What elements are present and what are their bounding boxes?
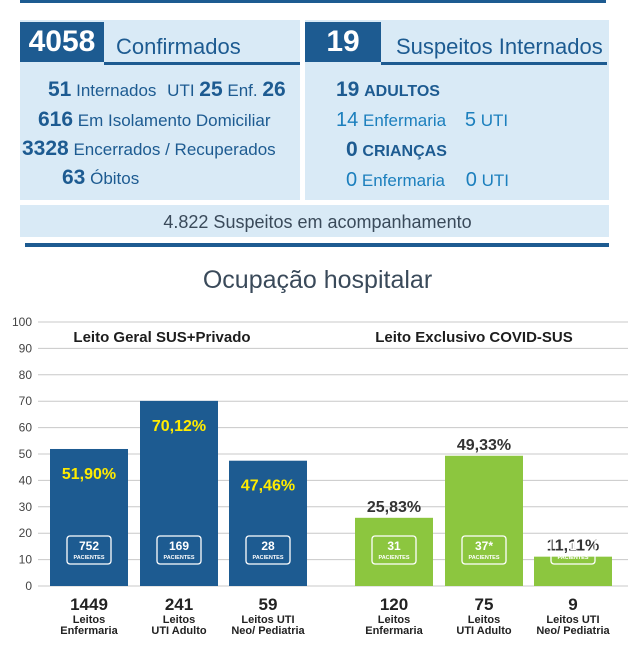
y-tick-label: 30: [19, 500, 33, 514]
patients-label: PACIENTES: [378, 555, 409, 561]
bar-value-label: 25,83%: [367, 499, 421, 516]
suspects-underline: [381, 62, 607, 65]
beds-count: 75: [475, 595, 494, 614]
suspects-count: 19: [305, 22, 381, 62]
chart-title: Ocupação hospitalar: [202, 266, 433, 294]
y-tick-label: 70: [19, 394, 33, 408]
patients-badge: [550, 535, 596, 565]
patients-label: PACIENTES: [163, 555, 194, 561]
bar: [140, 400, 218, 586]
x-category-label: Neo/ Pediatria: [231, 625, 305, 637]
child-beds-row: 0 Enfermaria 0 UTI: [346, 169, 509, 191]
patients-count: 169: [169, 539, 189, 553]
patients-badge: [66, 535, 112, 565]
group-title: Leito Geral SUS+Privado: [73, 329, 250, 346]
confirmed-underline: [104, 62, 300, 65]
patients-count: 28: [261, 539, 275, 553]
occupancy-chart: 0 10 20 30 40 50 60 70 80 90 100 Leito Geral SUS+P…: [12, 315, 628, 637]
confirmed-count: 4058: [20, 22, 104, 62]
internados-row: 51 Internados UTI 25 Enf. 26: [48, 78, 286, 101]
bar: [534, 556, 612, 586]
bar-value-label: 49,33%: [457, 437, 511, 454]
x-category-label: Enfermaria: [365, 625, 423, 637]
middle-separator: [25, 243, 609, 247]
patients-badge: [461, 535, 507, 565]
patients-count: 1: [570, 539, 577, 553]
y-tick-label: 20: [19, 526, 33, 540]
patients-count: 31: [387, 539, 401, 553]
bar: [229, 460, 307, 586]
patients-label: PACIENTES: [252, 555, 283, 561]
beds-count: 9: [568, 595, 577, 614]
x-category-label: Leitos: [163, 614, 195, 626]
criancas-row: 0 CRIANÇAS: [346, 138, 447, 161]
bar-value-label: 11,11%: [547, 538, 600, 555]
patients-count: 37*: [475, 539, 493, 553]
top-separator: [20, 0, 606, 3]
x-category-label: Leitos UTI: [241, 614, 294, 626]
patients-badge: [371, 535, 417, 565]
y-tick-label: 60: [19, 421, 33, 435]
x-category-label: UTI Adulto: [456, 625, 511, 637]
x-category-label: Leitos: [468, 614, 500, 626]
group-title: Leito Exclusivo COVID-SUS: [375, 329, 573, 346]
confirmed-label: Confirmados: [116, 34, 241, 59]
x-category-label: Leitos: [73, 614, 105, 626]
adultos-row: 19 ADULTOS: [336, 78, 440, 101]
x-category-label: UTI Adulto: [151, 625, 206, 637]
encerrados-row: 3328 Encerrados / Recuperados: [22, 137, 276, 160]
bar: [50, 448, 128, 586]
y-tick-label: 90: [19, 341, 33, 355]
bar-value-label: 47,46%: [241, 478, 295, 495]
x-category-label: Enfermaria: [60, 625, 118, 637]
y-tick-label: 0: [25, 579, 32, 593]
bar-value-label: 51,90%: [62, 466, 116, 483]
x-category-label: Neo/ Pediatria: [536, 625, 610, 637]
patients-label: PACIENTES: [468, 555, 499, 561]
beds-count: 241: [165, 595, 193, 614]
suspects-label: Suspeitos Internados: [396, 34, 603, 59]
patients-count: 752: [79, 539, 99, 553]
beds-count: 120: [380, 595, 408, 614]
y-tick-label: 10: [19, 553, 33, 567]
beds-count: 59: [259, 595, 278, 614]
x-category-label: Leitos UTI: [546, 614, 599, 626]
monitoring-panel: [20, 205, 609, 237]
x-category-label: Leitos: [378, 614, 410, 626]
y-tick-label: 40: [19, 473, 33, 487]
bar: [355, 517, 433, 586]
beds-count: 1449: [70, 595, 108, 614]
monitoring-text: 4.822 Suspeitos em acompanhamento: [163, 212, 472, 232]
patients-label: PACIENTES: [73, 555, 104, 561]
y-tick-label: 50: [19, 447, 33, 461]
adult-beds-row: 14 Enfermaria 5 UTI: [336, 109, 509, 131]
y-tick-label: 100: [12, 315, 32, 329]
patients-label: PACIENTES: [557, 555, 588, 561]
obitos-row: 63 Óbitos: [62, 166, 140, 189]
bar-value-label: 70,12%: [152, 418, 206, 435]
isolamento-row: 616 Em Isolamento Domiciliar: [38, 108, 271, 131]
bar: [445, 455, 523, 586]
y-tick-label: 80: [19, 368, 33, 382]
patients-badge: [245, 535, 291, 565]
patients-badge: [156, 535, 202, 565]
